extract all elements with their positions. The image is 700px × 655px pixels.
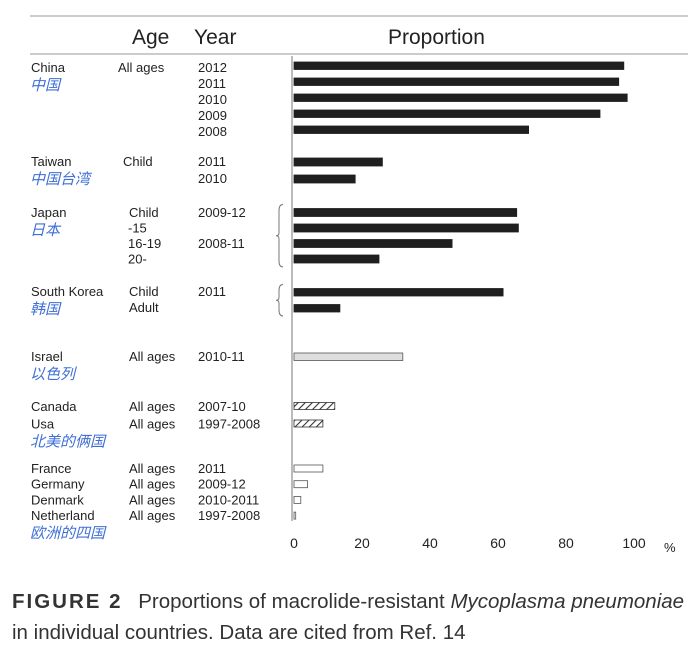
bar xyxy=(293,239,453,248)
x-tick-label: 60 xyxy=(490,535,506,551)
year-label: 1997-2008 xyxy=(198,417,260,432)
year-label: 1997-2008 xyxy=(198,508,260,523)
group-brace xyxy=(275,284,284,317)
country-label-zh: 日本 xyxy=(30,221,62,239)
country-label: Taiwan xyxy=(31,154,71,169)
year-label: 2010-2011 xyxy=(198,492,259,507)
year-label: 2011 xyxy=(198,284,226,299)
bar xyxy=(293,254,380,264)
year-label: 2011 xyxy=(198,154,226,169)
x-tick-label: 40 xyxy=(422,535,438,551)
header-proportion: Proportion xyxy=(388,26,485,49)
year-label: 2010 xyxy=(198,92,227,107)
country-label-zh: 北美的俩国 xyxy=(30,433,107,451)
country-label: Denmark xyxy=(31,492,84,507)
year-label: 2010-11 xyxy=(198,349,245,364)
bar xyxy=(293,352,404,361)
age-label: All ages xyxy=(129,349,176,364)
x-tick-label: 80 xyxy=(558,535,574,551)
bar xyxy=(293,93,628,102)
year-label: 2011 xyxy=(198,76,226,91)
caption-text-after: in individual countries. Data are cited … xyxy=(12,621,466,644)
year-label: 2007-10 xyxy=(198,399,246,414)
country-label-zh: 欧洲的四国 xyxy=(30,524,107,542)
bar xyxy=(293,157,383,167)
country-label: South Korea xyxy=(31,284,104,299)
bar xyxy=(293,304,341,313)
country-label: Netherland xyxy=(31,508,95,523)
bar xyxy=(293,511,297,520)
age-label: -15 xyxy=(128,221,147,236)
bar xyxy=(293,464,324,473)
header-age: Age xyxy=(132,26,169,49)
x-axis: 0 20 40 60 80 100% xyxy=(290,535,676,555)
age-label: Child xyxy=(129,284,159,299)
x-tick-label: 100 xyxy=(622,535,646,551)
x-unit-label: % xyxy=(664,540,676,555)
header-year: Year xyxy=(194,26,236,49)
country-label: Germany xyxy=(31,477,85,492)
year-label: 2008-11 xyxy=(198,236,245,251)
caption-label: FIGURE 2 xyxy=(12,590,123,613)
country-label: Japan xyxy=(31,205,66,220)
country-label-zh: 中国 xyxy=(30,76,62,94)
country-label-zh: 以色列 xyxy=(30,365,77,383)
bar xyxy=(293,109,601,118)
age-label: 16-19 xyxy=(128,236,161,251)
age-label: Child xyxy=(123,154,153,169)
bar xyxy=(293,77,620,86)
bar xyxy=(293,61,625,70)
age-label: Child xyxy=(129,205,159,220)
year-label: 2009-12 xyxy=(198,477,246,492)
year-label: 2011 xyxy=(198,461,226,476)
figure-caption: FIGURE 2 Proportions of macrolide-resist… xyxy=(12,586,688,648)
bar xyxy=(293,208,518,217)
year-label: 2010 xyxy=(198,171,227,186)
country-label: France xyxy=(31,461,71,476)
bar xyxy=(293,480,309,489)
country-label: Israel xyxy=(31,349,63,364)
country-label-zh: 中国台湾 xyxy=(30,170,93,188)
country-label-zh: 韩国 xyxy=(30,300,62,318)
country-label: Usa xyxy=(31,417,55,432)
x-tick-label: 20 xyxy=(354,535,370,551)
caption-text-before: Proportions of macrolide-resistant xyxy=(138,590,445,613)
year-label: 2008 xyxy=(198,124,227,139)
year-label: 2012 xyxy=(198,60,227,75)
group-brace xyxy=(275,204,284,268)
age-label: All ages xyxy=(129,417,176,432)
age-label: 20- xyxy=(128,252,147,267)
country-label: China xyxy=(31,60,66,75)
bar xyxy=(293,288,504,297)
x-tick-label: 0 xyxy=(290,535,298,551)
bar xyxy=(293,125,530,134)
bar xyxy=(293,174,356,184)
country-label: Canada xyxy=(31,399,77,414)
year-label: 2009 xyxy=(198,108,227,123)
age-label: All ages xyxy=(129,508,176,523)
caption-italic: Mycoplasma pneumoniae xyxy=(450,590,685,613)
bar xyxy=(293,402,336,410)
age-label: All ages xyxy=(129,399,176,414)
bar xyxy=(293,495,302,504)
age-label: All ages xyxy=(129,461,176,476)
year-label: 2009-12 xyxy=(198,205,246,220)
age-label: All ages xyxy=(129,492,176,507)
age-label: All ages xyxy=(129,477,176,492)
age-label: All ages xyxy=(118,60,165,75)
age-label: Adult xyxy=(129,300,159,315)
bar xyxy=(293,419,324,428)
bar xyxy=(293,223,519,233)
